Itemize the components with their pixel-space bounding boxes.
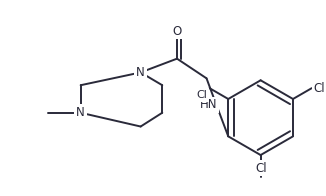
- Text: N: N: [76, 106, 85, 119]
- Text: Cl: Cl: [314, 82, 325, 95]
- Text: O: O: [172, 25, 182, 38]
- Text: HN: HN: [200, 98, 217, 111]
- Text: Cl: Cl: [256, 162, 267, 175]
- Text: Cl: Cl: [197, 90, 208, 100]
- Text: N: N: [136, 66, 145, 79]
